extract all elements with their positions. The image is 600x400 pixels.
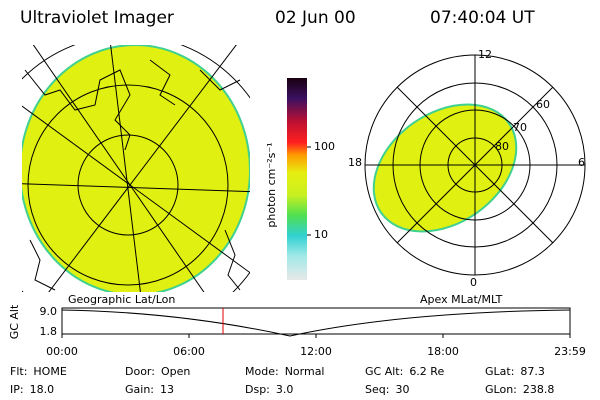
lat-label: 70 bbox=[513, 121, 527, 134]
geo-label: Geographic Lat/Lon bbox=[68, 293, 175, 306]
footer-label: GLat: bbox=[485, 365, 514, 378]
footer-value: 6.2 Re bbox=[409, 365, 444, 378]
altitude-ytick: 1.8 bbox=[40, 325, 58, 338]
altitude-curve bbox=[61, 309, 571, 337]
footer-label: GC Alt: bbox=[365, 365, 403, 378]
geo-image bbox=[22, 45, 250, 292]
altitude-xtick-label: 06:00 bbox=[173, 345, 205, 358]
mlt-label: 0 bbox=[470, 276, 477, 289]
colorbar-tick-label: 100 bbox=[314, 140, 335, 153]
footer-value: HOME bbox=[33, 365, 66, 378]
footer-label: Flt: bbox=[10, 365, 27, 378]
title: Ultraviolet Imager bbox=[20, 8, 174, 28]
footer-label: Mode: bbox=[245, 365, 279, 378]
colorbar-tick-label: 10 bbox=[314, 228, 328, 241]
lat-label: 60 bbox=[536, 98, 550, 111]
time: 07:40:04 UT bbox=[430, 8, 535, 28]
polar-label: Apex MLat/MLT bbox=[420, 293, 503, 306]
footer-value: 238.8 bbox=[523, 383, 555, 396]
date: 02 Jun 00 bbox=[275, 8, 356, 28]
altitude-xtick-label: 12:00 bbox=[300, 345, 332, 358]
footer-label: Dsp: bbox=[245, 383, 270, 396]
footer-value: 18.0 bbox=[30, 383, 55, 396]
footer-label: IP: bbox=[10, 383, 24, 396]
altitude-xtick-label: 23:59 bbox=[554, 345, 586, 358]
footer-value: 3.0 bbox=[276, 383, 294, 396]
altitude-ylabel: GC Alt bbox=[8, 304, 21, 339]
colorbar-label: photon cm⁻²s⁻¹ bbox=[265, 142, 278, 227]
footer-label: Seq: bbox=[365, 383, 389, 396]
mlt-label: 6 bbox=[578, 156, 585, 169]
footer-label: Gain: bbox=[125, 383, 154, 396]
altitude-xtick-label: 00:00 bbox=[46, 345, 78, 358]
mlt-label: 18 bbox=[348, 156, 362, 169]
footer-value: Normal bbox=[285, 365, 325, 378]
footer-value: 13 bbox=[160, 383, 174, 396]
colorbar bbox=[287, 78, 307, 280]
footer-label: Door: bbox=[125, 365, 155, 378]
footer-value: 87.3 bbox=[520, 365, 545, 378]
lat-label: 80 bbox=[495, 140, 509, 153]
altitude-xtick-label: 18:00 bbox=[427, 345, 459, 358]
polar-image bbox=[364, 54, 586, 276]
footer-value: 30 bbox=[395, 383, 409, 396]
mlt-label: 12 bbox=[478, 48, 492, 61]
footer-label: GLon: bbox=[485, 383, 517, 396]
altitude-ytick: 9.0 bbox=[40, 305, 58, 318]
footer-value: Open bbox=[161, 365, 190, 378]
